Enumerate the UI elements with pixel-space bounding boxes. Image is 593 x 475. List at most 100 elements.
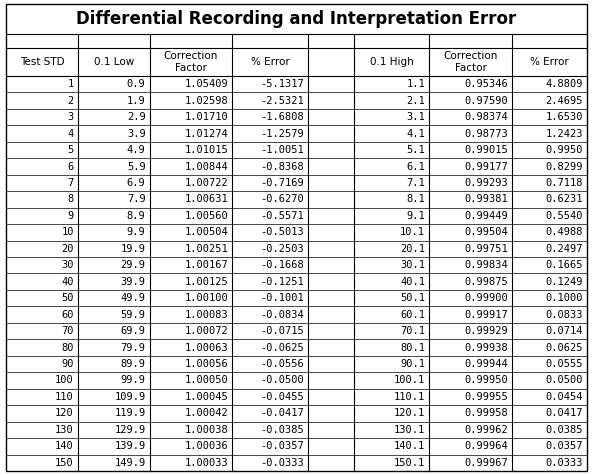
Text: 0.9: 0.9: [127, 79, 146, 89]
Text: 0.8299: 0.8299: [546, 162, 583, 171]
Text: 0.99381: 0.99381: [464, 194, 508, 204]
Text: 1: 1: [68, 79, 74, 89]
Text: 90: 90: [61, 359, 74, 369]
Text: 0.0500: 0.0500: [546, 375, 583, 386]
Text: -2.5321: -2.5321: [260, 95, 304, 106]
Text: 0.95346: 0.95346: [464, 79, 508, 89]
Text: 0.99015: 0.99015: [464, 145, 508, 155]
Text: 9.9: 9.9: [127, 228, 146, 238]
Text: 0.99938: 0.99938: [464, 342, 508, 352]
Text: 0.4988: 0.4988: [546, 228, 583, 238]
Text: 0.0333: 0.0333: [546, 458, 583, 468]
Text: 69.9: 69.9: [120, 326, 146, 336]
Text: 3: 3: [68, 112, 74, 122]
Text: 10.1: 10.1: [400, 228, 425, 238]
Text: -0.5571: -0.5571: [260, 211, 304, 221]
Text: 30.1: 30.1: [400, 260, 425, 270]
Text: -0.0500: -0.0500: [260, 375, 304, 386]
Text: Correction
Factor: Correction Factor: [164, 51, 218, 73]
Text: 1.00631: 1.00631: [184, 194, 228, 204]
Text: 1.00125: 1.00125: [184, 277, 228, 287]
Text: -0.0385: -0.0385: [260, 425, 304, 435]
Text: 1.1: 1.1: [406, 79, 425, 89]
Text: 80.1: 80.1: [400, 342, 425, 352]
Text: 1.01015: 1.01015: [184, 145, 228, 155]
Text: 0.5540: 0.5540: [546, 211, 583, 221]
Text: 1.00038: 1.00038: [184, 425, 228, 435]
Text: -0.0357: -0.0357: [260, 441, 304, 451]
Text: 0.0417: 0.0417: [546, 408, 583, 418]
Text: 0.1249: 0.1249: [546, 277, 583, 287]
Text: 40: 40: [61, 277, 74, 287]
Text: 0.0555: 0.0555: [546, 359, 583, 369]
Text: 6.1: 6.1: [406, 162, 425, 171]
Text: 0.99449: 0.99449: [464, 211, 508, 221]
Text: -5.1317: -5.1317: [260, 79, 304, 89]
Text: 6.9: 6.9: [127, 178, 146, 188]
Text: 129.9: 129.9: [114, 425, 146, 435]
Text: 150: 150: [55, 458, 74, 468]
Text: 0.99964: 0.99964: [464, 441, 508, 451]
Text: 0.99917: 0.99917: [464, 310, 508, 320]
Text: 1.00072: 1.00072: [184, 326, 228, 336]
Text: 120.1: 120.1: [394, 408, 425, 418]
Text: -0.0455: -0.0455: [260, 392, 304, 402]
Text: 60.1: 60.1: [400, 310, 425, 320]
Text: 8: 8: [68, 194, 74, 204]
Text: 140: 140: [55, 441, 74, 451]
Text: 1.02598: 1.02598: [184, 95, 228, 106]
Text: 1.00560: 1.00560: [184, 211, 228, 221]
Text: 7.1: 7.1: [406, 178, 425, 188]
Text: 4.1: 4.1: [406, 129, 425, 139]
Text: 0.99875: 0.99875: [464, 277, 508, 287]
Text: 7: 7: [68, 178, 74, 188]
Text: 1.00050: 1.00050: [184, 375, 228, 386]
Text: 110.1: 110.1: [394, 392, 425, 402]
Text: 0.99944: 0.99944: [464, 359, 508, 369]
Text: 49.9: 49.9: [120, 293, 146, 303]
Text: 4.8809: 4.8809: [546, 79, 583, 89]
Text: 0.99967: 0.99967: [464, 458, 508, 468]
Text: 3.9: 3.9: [127, 129, 146, 139]
Text: 20.1: 20.1: [400, 244, 425, 254]
Text: 0.0357: 0.0357: [546, 441, 583, 451]
Text: 5.1: 5.1: [406, 145, 425, 155]
Text: 1.2423: 1.2423: [546, 129, 583, 139]
Text: 1.9: 1.9: [127, 95, 146, 106]
Text: 150.1: 150.1: [394, 458, 425, 468]
Text: -0.1251: -0.1251: [260, 277, 304, 287]
Text: 50.1: 50.1: [400, 293, 425, 303]
Text: 99.9: 99.9: [120, 375, 146, 386]
Text: 1.00083: 1.00083: [184, 310, 228, 320]
Text: 1.00100: 1.00100: [184, 293, 228, 303]
Text: 20: 20: [61, 244, 74, 254]
Text: 1.05409: 1.05409: [184, 79, 228, 89]
Text: 0.0385: 0.0385: [546, 425, 583, 435]
Text: 1.00056: 1.00056: [184, 359, 228, 369]
Text: 1.00722: 1.00722: [184, 178, 228, 188]
Text: 119.9: 119.9: [114, 408, 146, 418]
Text: 110: 110: [55, 392, 74, 402]
Text: 0.1 Low: 0.1 Low: [94, 57, 134, 67]
Text: 1.00251: 1.00251: [184, 244, 228, 254]
Text: 130.1: 130.1: [394, 425, 425, 435]
Text: 4.9: 4.9: [127, 145, 146, 155]
Text: 89.9: 89.9: [120, 359, 146, 369]
Text: -1.2579: -1.2579: [260, 129, 304, 139]
Text: 130: 130: [55, 425, 74, 435]
Text: -0.1668: -0.1668: [260, 260, 304, 270]
Text: 90.1: 90.1: [400, 359, 425, 369]
Text: 149.9: 149.9: [114, 458, 146, 468]
Text: Correction
Factor: Correction Factor: [444, 51, 498, 73]
Text: 0.99950: 0.99950: [464, 375, 508, 386]
Text: 2.1: 2.1: [406, 95, 425, 106]
Text: 39.9: 39.9: [120, 277, 146, 287]
Text: 0.99293: 0.99293: [464, 178, 508, 188]
Text: 1.01710: 1.01710: [184, 112, 228, 122]
Text: -0.0417: -0.0417: [260, 408, 304, 418]
Text: 1.6530: 1.6530: [546, 112, 583, 122]
Text: 2: 2: [68, 95, 74, 106]
Text: 19.9: 19.9: [120, 244, 146, 254]
Text: -0.2503: -0.2503: [260, 244, 304, 254]
Text: 5.9: 5.9: [127, 162, 146, 171]
